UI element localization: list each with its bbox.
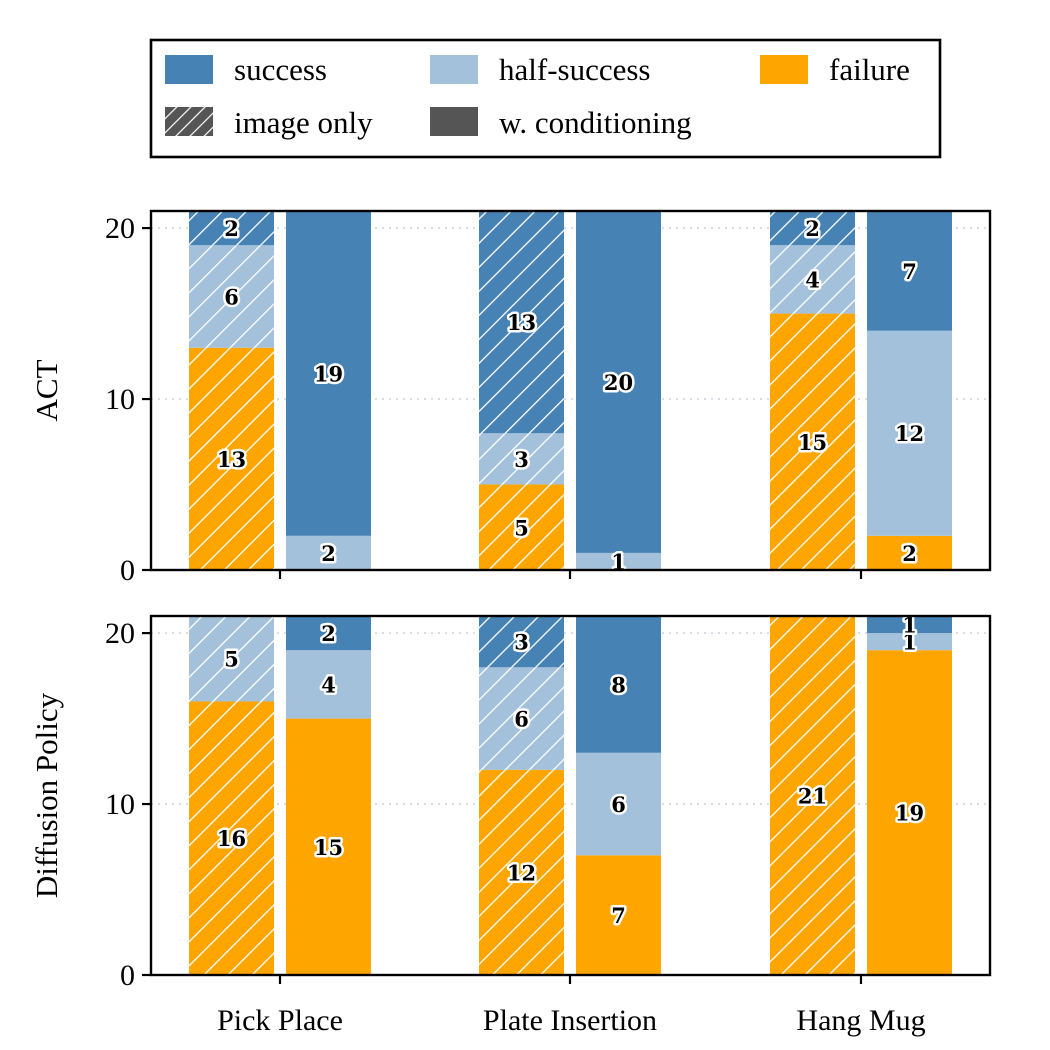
x-tick-label: Pick Place bbox=[217, 1004, 343, 1037]
legend: success half-success failure image only … bbox=[149, 38, 942, 159]
legend-frame bbox=[149, 38, 942, 159]
legend-label-success: success bbox=[234, 52, 327, 87]
bar-w-conditioning-success bbox=[576, 616, 661, 753]
bar-value-label: 12 bbox=[895, 421, 924, 446]
bar-value-label: 6 bbox=[224, 284, 239, 309]
y-tick-label: 20 bbox=[105, 617, 135, 650]
bar-image-only-failure-hatch bbox=[479, 769, 564, 975]
bar-labels: 16 5 15 4 2 12 6 3 7 6 8 21 19 11 bbox=[214, 610, 926, 931]
legend-label-failure: failure bbox=[829, 52, 910, 87]
bar-value-label: 6 bbox=[514, 707, 529, 732]
bar-value-label: 2 bbox=[224, 216, 239, 241]
x-tick-label: Hang Mug bbox=[796, 1004, 925, 1037]
bar-image-only-failure-hatch bbox=[479, 484, 564, 570]
legend-label-half-success: half-success bbox=[499, 52, 651, 87]
bar-value-label: 15 bbox=[798, 430, 827, 455]
legend-entry-half-success: half-success bbox=[430, 52, 651, 87]
bar-image-only-success-hatch bbox=[189, 211, 274, 246]
bar-w-conditioning-half-success bbox=[576, 552, 661, 570]
bar-image-only-half-success-hatch bbox=[189, 245, 274, 348]
bar-value-label: 7 bbox=[611, 903, 626, 928]
y-tick-label: 0 bbox=[120, 959, 135, 992]
bar-value-label: 19 bbox=[895, 801, 924, 826]
bar-value-label: 13 bbox=[507, 310, 536, 335]
bar-w-conditioning-half-success bbox=[867, 633, 952, 651]
bar-image-only-half-success-hatch bbox=[770, 245, 855, 314]
bar-value-label: 5 bbox=[224, 647, 239, 672]
bar-image-only-failure-hatch bbox=[189, 701, 274, 975]
bar-value-label: 1 bbox=[902, 613, 917, 638]
bar-value-label: 19 bbox=[314, 361, 343, 386]
legend-swatch-half-success bbox=[430, 55, 478, 84]
bar-image-only-failure-hatch bbox=[189, 347, 274, 570]
bar-value-label: 15 bbox=[314, 835, 343, 860]
bar-w-conditioning-half-success bbox=[576, 752, 661, 856]
legend-entry-success: success bbox=[165, 52, 327, 87]
bar-image-only-half-success-hatch bbox=[189, 616, 274, 702]
bar-value-label: 13 bbox=[217, 447, 246, 472]
bar-value-label: 3 bbox=[514, 447, 529, 472]
bar-value-label: 7 bbox=[902, 259, 917, 284]
legend-entry-image-only: image only bbox=[165, 105, 373, 140]
bar-value-label: 1 bbox=[902, 630, 917, 655]
bar-w-conditioning-failure bbox=[576, 855, 661, 975]
bar-value-label: 21 bbox=[798, 784, 827, 809]
bar-value-label: 16 bbox=[217, 826, 246, 851]
legend-swatch-failure bbox=[760, 55, 808, 84]
bar-w-conditioning-success bbox=[286, 211, 371, 536]
bar-value-label: 2 bbox=[321, 541, 336, 566]
x-tick-label: Plate Insertion bbox=[483, 1004, 657, 1037]
bar-image-only-half-success-hatch bbox=[479, 433, 564, 485]
bar-value-label: 8 bbox=[611, 672, 626, 697]
y-axis-label: ACT bbox=[29, 359, 64, 421]
bar-w-conditioning-success bbox=[576, 211, 661, 553]
bar-value-label: 3 bbox=[514, 630, 529, 655]
bar-value-label: 4 bbox=[321, 672, 336, 697]
bar-w-conditioning-failure bbox=[867, 650, 952, 975]
bar-value-label: 4 bbox=[805, 267, 820, 292]
bar-value-label: 2 bbox=[805, 216, 820, 241]
bar-w-conditioning-success bbox=[867, 616, 952, 634]
bar-w-conditioning-half-success bbox=[286, 535, 371, 570]
bar-w-conditioning-success bbox=[867, 211, 952, 331]
bar-w-conditioning-failure bbox=[867, 535, 952, 570]
bar-w-conditioning-half-success bbox=[286, 650, 371, 719]
bar-image-only-success-hatch bbox=[479, 616, 564, 668]
legend-entry-w-conditioning: w. conditioning bbox=[430, 105, 692, 140]
y-tick-label: 0 bbox=[120, 554, 135, 587]
bar-w-conditioning-success bbox=[286, 616, 371, 651]
y-tick-label: 10 bbox=[105, 383, 135, 416]
legend-entry-failure: failure bbox=[760, 52, 910, 87]
y-tick-label: 20 bbox=[105, 212, 135, 245]
bar-image-only-failure-hatch bbox=[770, 616, 855, 975]
legend-swatch-w-conditioning bbox=[430, 107, 478, 136]
bar-value-label: 5 bbox=[514, 515, 529, 540]
bar-value-label: 2 bbox=[902, 541, 917, 566]
bar-w-conditioning-failure bbox=[286, 718, 371, 975]
legend-swatch-hatch bbox=[165, 107, 213, 136]
bars bbox=[189, 211, 952, 570]
bar-value-label: 12 bbox=[507, 860, 536, 885]
legend-label-w-conditioning: w. conditioning bbox=[499, 105, 692, 140]
axes-frame bbox=[149, 614, 992, 977]
bar-w-conditioning-half-success bbox=[867, 330, 952, 536]
bar-value-label: 20 bbox=[604, 370, 633, 395]
axes-frame bbox=[149, 209, 992, 572]
legend-label-image-only: image only bbox=[234, 105, 373, 140]
bar-image-only-half-success-hatch bbox=[479, 667, 564, 770]
bar-image-only-success-hatch bbox=[479, 211, 564, 434]
bar-value-label: 6 bbox=[611, 792, 626, 817]
bar-image-only-success-hatch bbox=[770, 211, 855, 246]
y-axis-label: Diffusion Policy bbox=[29, 692, 64, 898]
bar-value-label: 2 bbox=[321, 621, 336, 646]
bar-image-only-failure-hatch bbox=[770, 313, 855, 570]
chart-panels: 136221953131201542212701020ACT1651542126… bbox=[29, 209, 992, 1037]
legend-swatch-success bbox=[165, 55, 213, 84]
y-tick-label: 10 bbox=[105, 788, 135, 821]
bars bbox=[189, 616, 952, 975]
